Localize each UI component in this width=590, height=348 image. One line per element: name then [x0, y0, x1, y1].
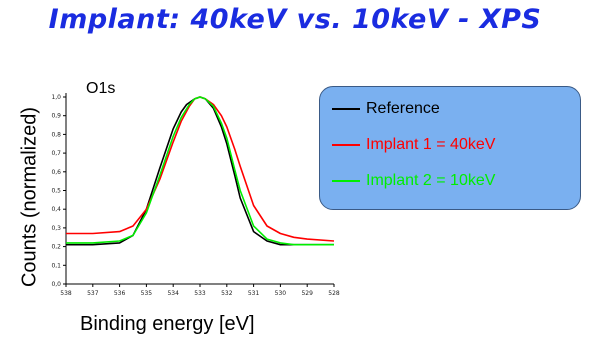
y-tick-label: 0,6 — [51, 169, 61, 176]
y-tick-label: 0,5 — [51, 188, 61, 195]
legend-item-3: Implant 2 = 10keV — [332, 170, 495, 192]
x-tick-label: 536 — [114, 290, 126, 297]
legend-label: Reference — [366, 100, 440, 117]
x-tick-label: 538 — [60, 290, 72, 297]
legend-item-1: Reference — [332, 98, 440, 120]
x-axis-label: Binding energy [eV] — [80, 313, 255, 335]
x-tick-label: 529 — [301, 290, 313, 297]
series-line-3 — [66, 96, 334, 246]
y-tick-label: 1,0 — [51, 94, 61, 101]
y-tick-label: 0,4 — [51, 206, 61, 213]
x-tick-label: 534 — [167, 290, 179, 297]
x-tick-label: 533 — [194, 290, 206, 297]
legend-swatch — [332, 144, 360, 146]
y-tick-label: 0,3 — [51, 225, 61, 232]
y-tick-label: 0,7 — [51, 150, 61, 157]
y-tick-label: 0,0 — [51, 281, 61, 288]
x-tick-label: 530 — [275, 290, 287, 297]
legend-label: Implant 1 = 40keV — [366, 136, 496, 153]
peak-annotation: O1s — [86, 80, 116, 97]
x-tick-label: 535 — [141, 290, 153, 297]
series-line-2 — [66, 96, 335, 242]
slide-title: Implant: 40keV vs. 10keV - XPS — [48, 4, 542, 35]
legend-item-2: Implant 1 = 40keV — [332, 134, 495, 156]
x-tick-label: 531 — [248, 290, 260, 297]
y-tick-label: 0,1 — [51, 262, 61, 269]
legend: Reference Implant 1 = 40keV Implant 2 = 10… — [319, 86, 581, 210]
y-tick-label: 0,8 — [51, 131, 61, 138]
series-line-1 — [66, 96, 334, 246]
legend-swatch — [332, 108, 360, 110]
legend-label: Implant 2 = 10keV — [366, 172, 496, 189]
x-tick-label: 537 — [87, 290, 99, 297]
x-tick-label: 532 — [221, 290, 233, 297]
y-tick-label: 0,2 — [51, 244, 61, 251]
legend-swatch — [332, 180, 360, 182]
y-tick-label: 0,9 — [51, 113, 61, 120]
x-tick-label: 528 — [328, 290, 340, 297]
